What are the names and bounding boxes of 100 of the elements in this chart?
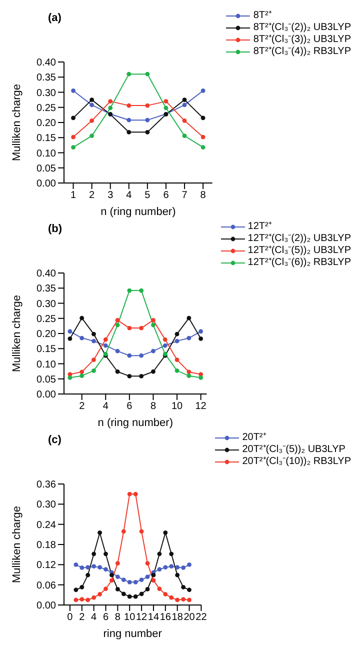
y-tick-label: 0.35 <box>36 284 56 295</box>
y-tick-label: 0.06 <box>36 580 56 592</box>
chart-title: (c) <box>48 434 62 446</box>
point <box>151 572 156 578</box>
y-tick-label: 0.00 <box>36 390 56 401</box>
point <box>133 594 138 599</box>
y-tick-label: 0.30 <box>36 298 56 310</box>
point <box>198 329 204 334</box>
point <box>151 348 156 354</box>
point <box>182 118 187 123</box>
y-axis-title: Mulliken charge <box>10 506 23 584</box>
point <box>90 102 94 108</box>
point <box>103 343 108 348</box>
point <box>187 588 192 592</box>
point <box>86 572 90 578</box>
point <box>145 561 150 566</box>
legend-label: 8T²⁺(Cl₃⁻(3))₂ UB3LYP <box>253 34 351 46</box>
point <box>80 374 84 378</box>
y-tick-label: 0.18 <box>36 540 56 552</box>
x-tick-label: 6 <box>102 612 109 624</box>
point <box>174 332 180 336</box>
chart-title: (b) <box>48 223 62 235</box>
y-tick-label: 0.25 <box>36 102 56 114</box>
x-tick-label: 4 <box>91 612 98 624</box>
point <box>71 134 76 140</box>
point <box>145 130 150 134</box>
point <box>80 316 84 320</box>
y-tick-label: 0.36 <box>36 480 56 491</box>
x-tick-label: 2 <box>79 612 86 624</box>
x-tick-label: 12 <box>136 612 148 624</box>
y-tick-label: 0.12 <box>36 560 56 572</box>
point <box>74 588 78 592</box>
point <box>186 316 192 320</box>
point <box>92 358 96 362</box>
point <box>181 565 186 570</box>
legend-label: 12T²⁺ <box>248 221 272 233</box>
point <box>157 586 162 592</box>
point <box>127 594 132 599</box>
point <box>98 565 102 570</box>
point <box>200 145 206 150</box>
point <box>187 598 192 602</box>
point <box>115 561 120 566</box>
x-tick-label: 1 <box>70 190 76 202</box>
y-tick-label: 0.10 <box>36 359 56 370</box>
y-tick-label: 0.20 <box>36 118 56 130</box>
point <box>186 336 192 340</box>
y-tick-label: 0.40 <box>36 268 56 280</box>
point <box>115 574 120 579</box>
legend-label: 12T²⁺(Cl₃⁻(6))₂ RB3LYP <box>248 257 351 269</box>
point <box>151 322 156 328</box>
chart-title: (a) <box>48 12 62 24</box>
x-axis-title: ring number <box>103 628 162 640</box>
point <box>92 338 96 344</box>
point <box>145 72 150 76</box>
point <box>169 552 174 556</box>
point <box>163 565 168 570</box>
x-tick-label: 3 <box>108 190 114 202</box>
point <box>68 375 72 380</box>
y-tick-label: 0.30 <box>36 500 56 511</box>
point <box>198 336 204 341</box>
point <box>182 98 187 102</box>
point <box>133 492 138 496</box>
x-tick-label: 12 <box>195 401 207 412</box>
point <box>127 353 132 358</box>
y-tick-label: 0.00 <box>36 178 56 190</box>
point <box>145 118 150 122</box>
point <box>86 598 90 602</box>
y-tick-label: 0.15 <box>36 133 56 144</box>
point <box>139 288 144 293</box>
point <box>126 103 132 108</box>
y-tick-label: 0.15 <box>36 344 56 356</box>
point <box>115 369 120 374</box>
point <box>92 332 96 336</box>
point <box>139 578 144 582</box>
point <box>121 592 126 596</box>
x-tick-label: 8 <box>150 401 156 412</box>
point <box>139 374 144 378</box>
point <box>127 374 132 378</box>
y-tick-label: 0.00 <box>36 600 56 612</box>
point <box>169 595 174 600</box>
point <box>139 326 144 330</box>
point <box>86 565 90 570</box>
point <box>127 580 132 584</box>
point <box>90 98 94 102</box>
x-axis-title: n (ring number) <box>100 206 176 218</box>
point <box>182 102 187 108</box>
x-tick-label: 6 <box>126 401 133 412</box>
point <box>108 106 113 110</box>
point <box>175 598 180 602</box>
point <box>186 370 192 374</box>
legend-label: 8T²⁺ <box>253 10 272 22</box>
x-tick-label: 2 <box>89 190 96 202</box>
y-tick-label: 0.10 <box>36 148 56 160</box>
point <box>80 336 84 340</box>
point <box>145 103 150 108</box>
y-tick-label: 0.20 <box>36 329 56 340</box>
x-tick-label: 8 <box>200 190 206 202</box>
y-tick-label: 0.05 <box>36 374 56 386</box>
x-tick-label: 14 <box>148 612 160 624</box>
point <box>92 368 96 373</box>
